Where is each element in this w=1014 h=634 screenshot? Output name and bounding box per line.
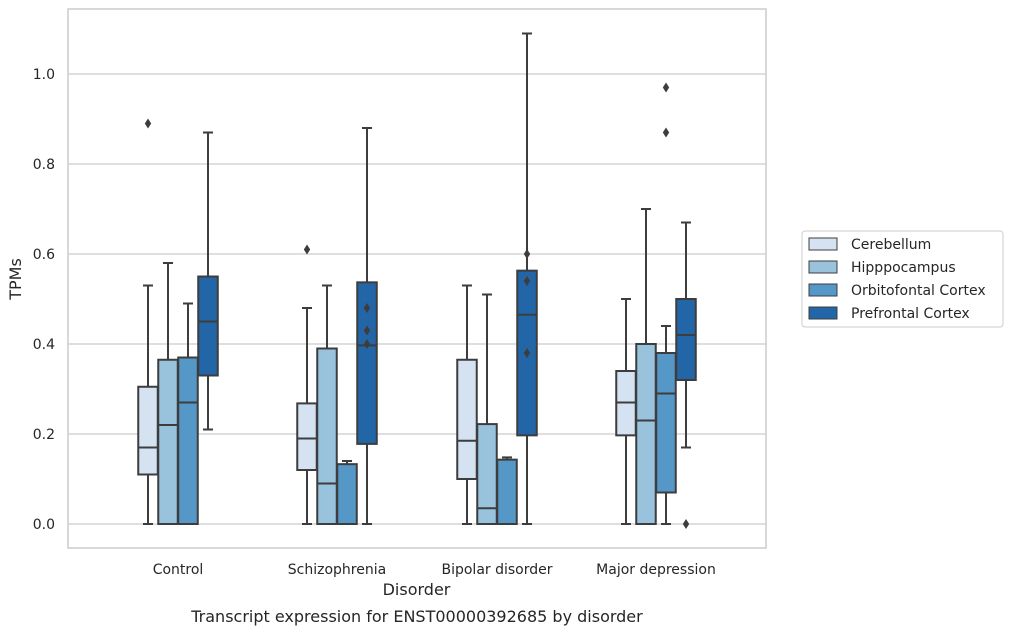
x-tick-label: Bipolar disorder	[441, 562, 552, 578]
outlier-point	[523, 276, 531, 286]
box-0-2	[456, 284, 478, 525]
box-groups	[137, 32, 697, 529]
outlier-point	[363, 303, 371, 313]
legend-label: Orbitofontal Cortex	[851, 283, 986, 299]
y-tick-label: 0.2	[33, 427, 55, 443]
outlier-point	[144, 118, 152, 129]
box-3-0	[197, 131, 219, 431]
chart-caption: Transcript expression for ENST0000039268…	[190, 607, 643, 626]
box-1-0	[157, 262, 179, 525]
box-2-1	[336, 460, 358, 525]
box-body	[296, 402, 318, 471]
box-body	[655, 352, 677, 494]
legend-items: Cerebellum Hipppocampus Orbitofontal Corte…	[808, 237, 986, 322]
box-body	[316, 347, 338, 525]
box-0-0	[137, 118, 159, 525]
x-tick-label: Schizophrenia	[288, 562, 386, 578]
legend-frame	[801, 230, 1004, 328]
box-1-1	[316, 284, 338, 525]
box-3-3	[675, 221, 697, 529]
legend-label: Prefrontal Cortex	[851, 306, 970, 322]
y-tick-label: 0.4	[33, 337, 55, 353]
y-tick-label: 0.8	[33, 157, 55, 173]
box-2-3	[655, 82, 677, 525]
outlier-point	[662, 127, 670, 138]
box-body	[336, 463, 358, 525]
y-tick-label: 0.0	[33, 517, 55, 533]
outlier-point	[662, 82, 670, 93]
x-tick-label: Control	[153, 562, 204, 578]
box-body	[157, 358, 179, 525]
x-axis-title: Disorder	[383, 580, 451, 599]
plot-area-frame	[67, 8, 767, 549]
legend-swatch	[808, 306, 838, 320]
outlier-point	[363, 325, 371, 336]
legend-swatch	[808, 283, 838, 297]
box-2-2	[496, 456, 518, 525]
y-axis-ticks: 0.0 0.2 0.4 0.6 0.8 1.0	[33, 67, 55, 533]
box-body	[356, 281, 378, 445]
x-tick-label: Major depression	[596, 562, 716, 578]
box-3-2	[516, 32, 538, 525]
outlier-point	[523, 249, 531, 259]
outlier-point	[523, 348, 531, 358]
y-axis-title: TPMs	[6, 258, 25, 301]
legend-label: Hipppocampus	[851, 260, 956, 276]
legend-label: Cerebellum	[851, 237, 931, 253]
box-body	[675, 298, 697, 381]
outlier-point	[682, 519, 690, 529]
box-body	[496, 458, 518, 525]
box-0-1	[296, 244, 318, 525]
legend-swatch	[808, 260, 838, 274]
box-1-3	[635, 208, 657, 525]
box-body	[137, 385, 159, 476]
box-body	[456, 358, 478, 480]
legend: Cerebellum Hipppocampus Orbitofontal Corte…	[801, 230, 1004, 328]
outlier-point	[303, 244, 311, 255]
box-body	[177, 356, 199, 525]
outlier-point	[363, 339, 371, 349]
box-1-2	[476, 293, 498, 526]
box-2-0	[177, 302, 199, 525]
box-3-1	[356, 127, 378, 525]
legend-swatch	[808, 237, 838, 251]
y-tick-label: 0.6	[33, 247, 55, 263]
x-axis-ticks: Control Schizophrenia Bipolar disorder Majo…	[153, 562, 716, 578]
box-0-3	[615, 298, 637, 525]
y-tick-label: 1.0	[33, 67, 55, 83]
box-body	[197, 275, 219, 377]
box-body	[635, 343, 657, 525]
